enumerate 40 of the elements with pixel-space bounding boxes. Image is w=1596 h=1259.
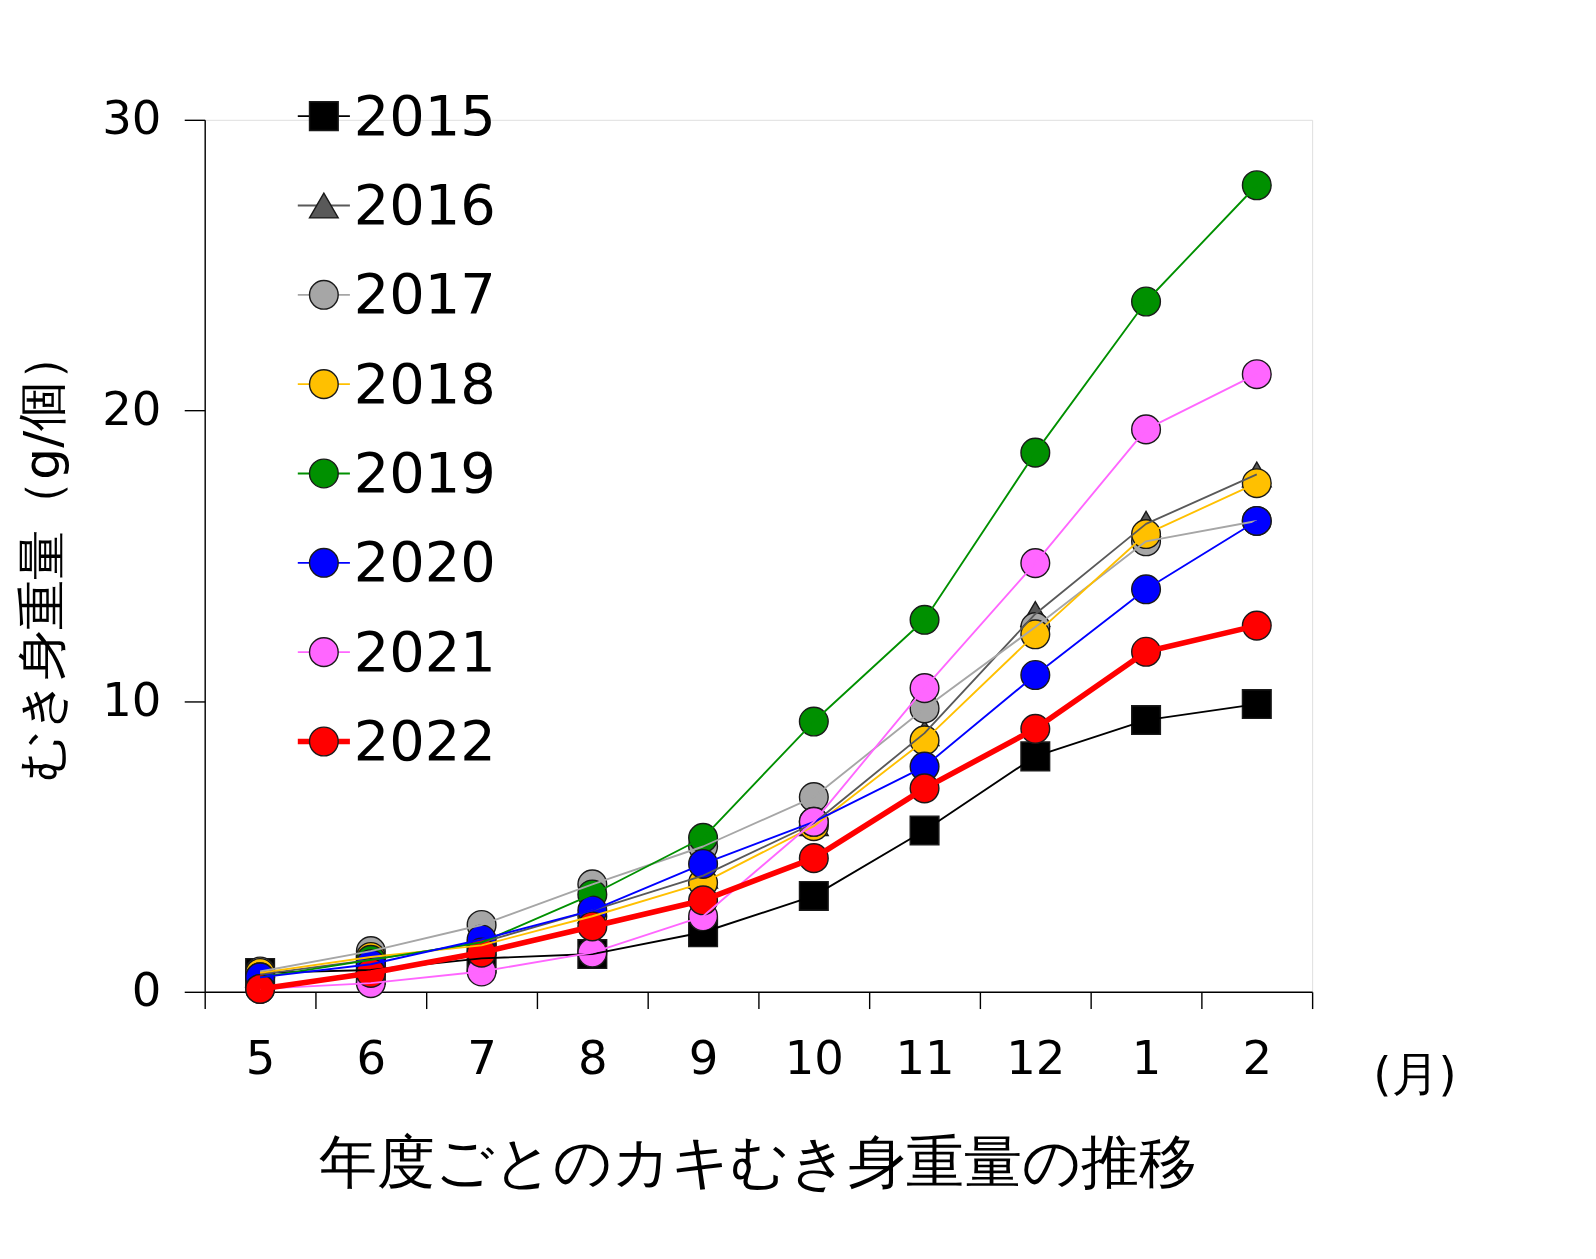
point bbox=[1131, 286, 1162, 317]
x-tick-label: 8 bbox=[578, 1031, 608, 1086]
x-tick-label: 11 bbox=[895, 1031, 955, 1086]
legend-label: 2016 bbox=[353, 172, 496, 238]
y-tick-label: 30 bbox=[102, 91, 162, 146]
x-tick-label: 2 bbox=[1242, 1031, 1273, 1086]
point bbox=[909, 815, 940, 846]
x-axis-title: (月) bbox=[1373, 1047, 1457, 1102]
x-tick-label: 12 bbox=[1006, 1031, 1066, 1086]
y-axis-title: むき身重量（g/個） bbox=[12, 330, 72, 782]
legend-label: 2018 bbox=[353, 350, 496, 416]
point bbox=[1020, 548, 1051, 579]
point bbox=[909, 673, 940, 704]
point bbox=[798, 706, 829, 737]
point bbox=[1241, 689, 1272, 720]
legend-label: 2017 bbox=[353, 261, 496, 327]
point bbox=[1241, 170, 1272, 201]
legend-label: 2019 bbox=[353, 440, 496, 506]
point bbox=[1020, 437, 1051, 468]
x-tick-label: 7 bbox=[467, 1031, 497, 1086]
point bbox=[1131, 705, 1162, 736]
text: 年度ごとのカキむき身重量の推移 bbox=[319, 1127, 1198, 1196]
point bbox=[798, 880, 829, 911]
x-tick-label: 9 bbox=[688, 1031, 719, 1086]
x-tick-label: 6 bbox=[356, 1031, 387, 1086]
x-tick-label: 1 bbox=[1131, 1031, 1162, 1086]
y-tick-label: 20 bbox=[102, 381, 162, 436]
point bbox=[1020, 660, 1051, 691]
legend-label: 2022 bbox=[353, 708, 496, 774]
x-tick-label: 5 bbox=[245, 1031, 276, 1086]
legend-label: 2021 bbox=[353, 618, 496, 684]
point bbox=[1131, 574, 1162, 605]
y-tick-label: 0 bbox=[131, 963, 162, 1018]
point bbox=[1241, 359, 1272, 390]
point bbox=[1131, 414, 1162, 445]
legend-label: 2015 bbox=[353, 82, 496, 148]
y-tick-label: 10 bbox=[102, 672, 162, 727]
legend-label: 2020 bbox=[353, 529, 496, 595]
point bbox=[909, 604, 940, 635]
x-tick-label: 10 bbox=[784, 1031, 844, 1086]
